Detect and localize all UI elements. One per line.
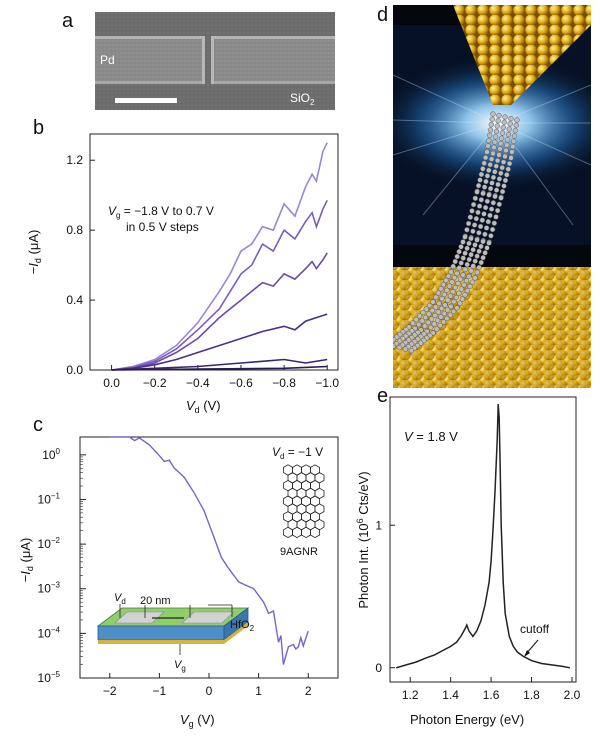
scale-bar bbox=[115, 98, 177, 103]
chart-e-cutoff-annotation: cutoff bbox=[520, 622, 550, 636]
inset-vg-label: Vg bbox=[174, 659, 186, 673]
chart-e-xtick-label: 1.2 bbox=[402, 688, 419, 702]
chart-b-xtick-label: 0.0 bbox=[103, 376, 120, 390]
chart-b-ytick-label: 0.8 bbox=[66, 223, 83, 237]
inset-vd-label: Vd bbox=[114, 592, 126, 606]
chart-e-frame bbox=[389, 396, 577, 683]
chart-e-ytick-label: 0 bbox=[375, 661, 382, 675]
chart-c-xlabel: Vg (V) bbox=[180, 712, 215, 729]
chart-e-xtick-label: 2.0 bbox=[564, 688, 581, 702]
chart-e-xtick-label: 1.4 bbox=[442, 688, 459, 702]
chart-b-ylabel: −Id (μA) bbox=[26, 230, 43, 275]
chart-e-xlabel: Photon Energy (eV) bbox=[410, 712, 524, 727]
chart-b-xlabel: Vd (V) bbox=[186, 398, 221, 415]
panel-label-a: a bbox=[62, 10, 74, 32]
panel-label-d: d bbox=[377, 4, 389, 26]
chart-b-xtick-label: −0.6 bbox=[229, 376, 253, 390]
cutoff-arrowhead bbox=[524, 650, 530, 657]
pd-electrode-right bbox=[211, 36, 335, 84]
chart-e-xtick-label: 1.6 bbox=[483, 688, 500, 702]
chart-b-series-5 bbox=[111, 358, 328, 371]
chart-c-ylabel: −Id (μA) bbox=[18, 538, 35, 583]
chart-b-frame bbox=[89, 133, 339, 371]
chart-b-series-2 bbox=[111, 200, 328, 371]
chart-c-series-1 bbox=[109, 436, 309, 665]
chart-b-xtick-label: −0.4 bbox=[186, 376, 210, 390]
chart-e-ytick-label: 1 bbox=[375, 518, 382, 532]
chart-b-annotation-line1: Vg = −1.8 V to 0.7 V bbox=[108, 204, 214, 220]
chart-c-xtick-label: 2 bbox=[305, 684, 312, 698]
chart-b-series-3 bbox=[111, 252, 328, 371]
chart-b-xtick-label: −1.0 bbox=[315, 376, 339, 390]
inset-oxide-label: HfO2 bbox=[230, 619, 255, 633]
device-inset bbox=[96, 604, 250, 655]
chart-c-xtick-label: −1 bbox=[153, 684, 167, 698]
chart-c-xtick-label: −2 bbox=[103, 684, 117, 698]
chart-e-voltage-annotation: V = 1.8 V bbox=[404, 429, 458, 444]
chart-b-ytick-label: 1.2 bbox=[66, 153, 83, 167]
chart-c-vd-annotation: Vd = −1 V bbox=[272, 445, 323, 461]
sio2-label: SiO2 bbox=[290, 91, 315, 107]
chart-b-annotation-line2: in 0.5 V steps bbox=[126, 220, 199, 234]
chart-e-series-1 bbox=[395, 404, 571, 669]
panel-label-e: e bbox=[377, 385, 389, 407]
chart-e-ylabel: Photon Int. (106 Cts/eV) bbox=[355, 471, 371, 608]
panel-label-c: c bbox=[33, 414, 43, 436]
chart-b-xtick-label: −0.2 bbox=[143, 376, 167, 390]
molecule-label: 9AGNR bbox=[280, 546, 318, 558]
chart-c-xtick-label: 1 bbox=[255, 684, 262, 698]
chart-b-ytick-label: 0.4 bbox=[66, 293, 83, 307]
chart-b-series-1 bbox=[111, 142, 328, 371]
chart-c-xtick-label: 0 bbox=[206, 684, 213, 698]
pd-label: Pd bbox=[100, 53, 115, 67]
panel-label-b: b bbox=[33, 117, 45, 139]
nanoribbon bbox=[393, 111, 520, 354]
chart-b-ytick-label: 0.0 bbox=[66, 363, 83, 377]
stm-ribbon-rendering bbox=[393, 5, 591, 388]
sem-image: Pd SiO2 bbox=[95, 12, 335, 110]
chart-e-xtick-label: 1.8 bbox=[523, 688, 540, 702]
chart-b-series-6 bbox=[111, 365, 328, 371]
chart-b-series-4 bbox=[111, 313, 328, 371]
graphene-ribbon-drawing bbox=[283, 464, 325, 539]
chart-b-xtick-label: −0.8 bbox=[272, 376, 296, 390]
pd-electrode-left bbox=[95, 36, 205, 84]
inset-length-label: 20 nm bbox=[140, 595, 171, 607]
